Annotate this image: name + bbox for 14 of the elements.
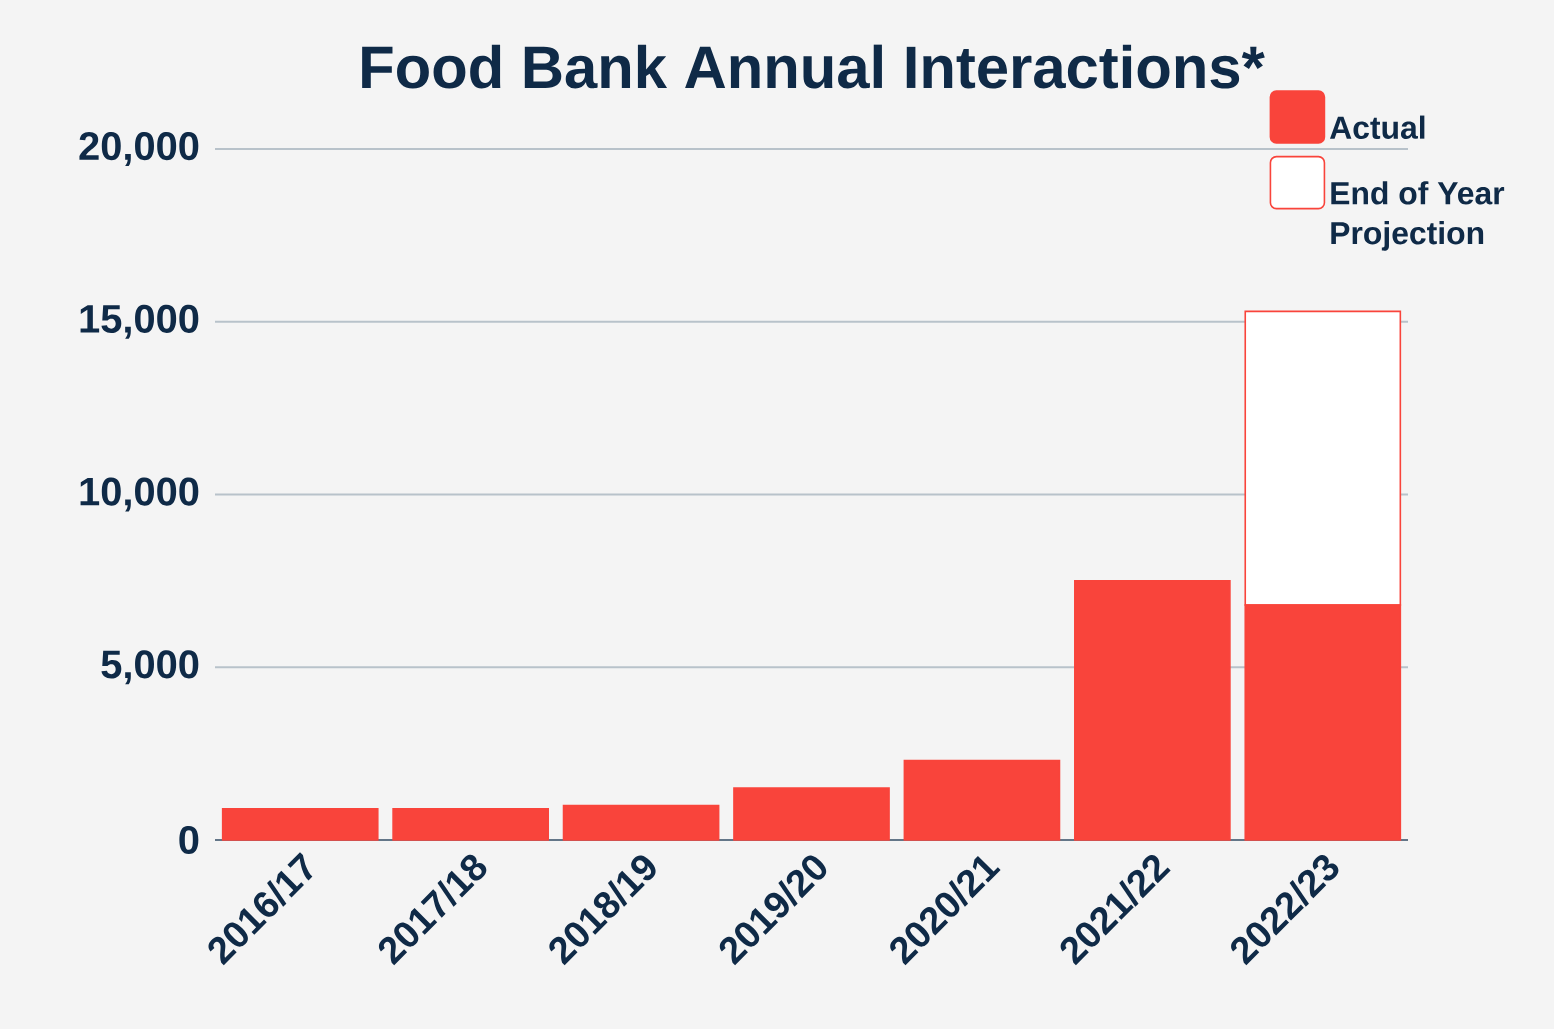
bar bbox=[562, 804, 720, 841]
bar bbox=[733, 787, 890, 841]
legend-label: Actual bbox=[1329, 115, 1425, 139]
y-tick-label: 0 bbox=[179, 825, 199, 855]
y-tick-label: 15,000 bbox=[80, 304, 199, 339]
bar bbox=[392, 808, 549, 841]
bar bbox=[903, 759, 1061, 841]
chart-title: Food Bank Annual Interactions* bbox=[362, 44, 1265, 89]
bar bbox=[1074, 580, 1231, 841]
bar bbox=[221, 808, 379, 841]
y-tick-label: 20,000 bbox=[79, 132, 199, 166]
y-tick-label: 10,000 bbox=[80, 477, 199, 512]
y-tick-label: 5,000 bbox=[101, 650, 199, 685]
legend-label: End of Year Projection bbox=[1331, 181, 1505, 251]
